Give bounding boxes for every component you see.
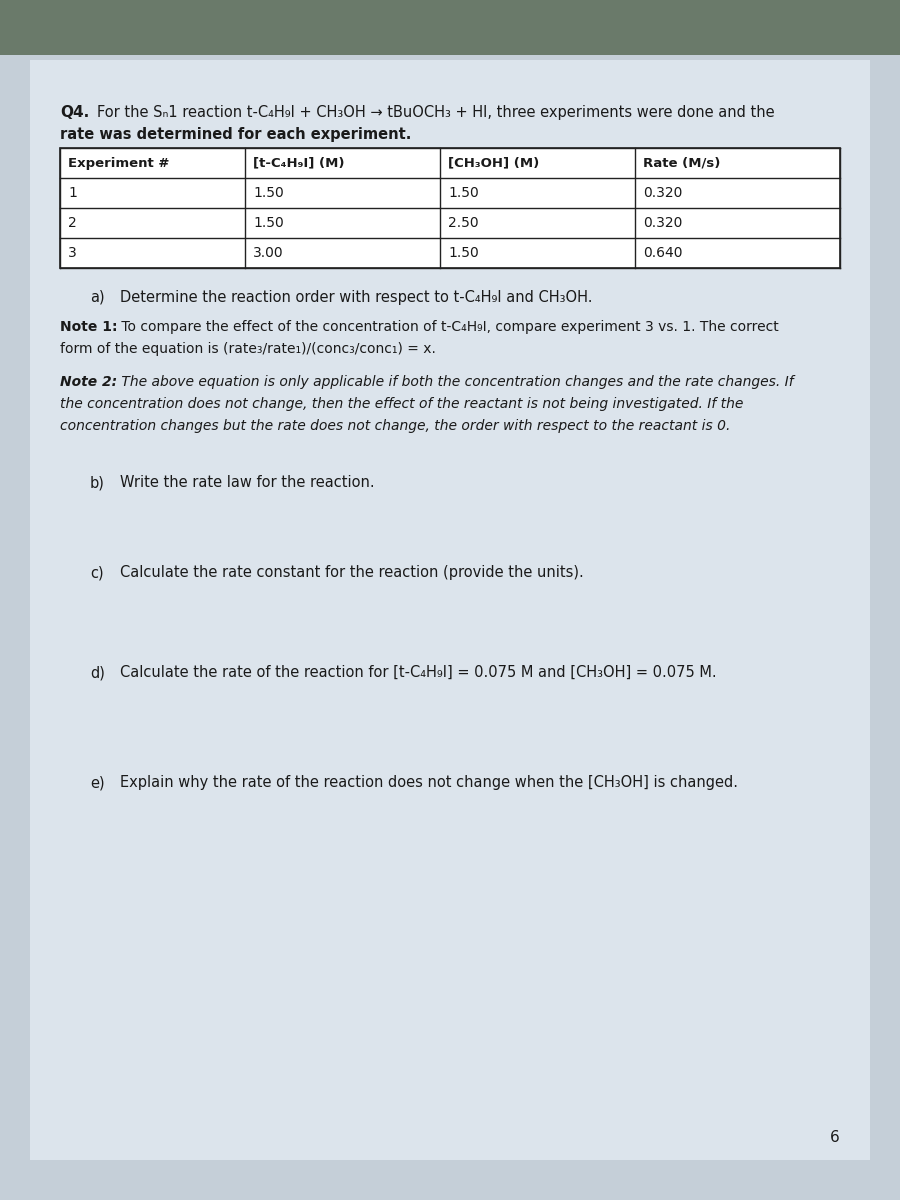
Text: 1.50: 1.50	[448, 186, 479, 200]
Bar	[0, 0, 900, 55]
Text: Note 1:: Note 1:	[60, 320, 118, 334]
Text: Explain why the rate of the reaction does not change when the [CH₃OH] is changed: Explain why the rate of the reaction doe…	[120, 775, 738, 790]
Text: form of the equation is (rate₃/rate₁)/(conc₃/conc₁) = x.: form of the equation is (rate₃/rate₁)/(c…	[60, 342, 436, 356]
Text: For the Sₙ1 reaction t-C₄H₉I + CH₃OH → tBuOCH₃ + HI, three experiments were done: For the Sₙ1 reaction t-C₄H₉I + CH₃OH → t…	[60, 104, 775, 120]
Bar	[60, 148, 840, 268]
Text: 3.00: 3.00	[253, 246, 284, 260]
Text: 0.640: 0.640	[643, 246, 682, 260]
Text: [t-C₄H₉I] (M): [t-C₄H₉I] (M)	[253, 156, 345, 169]
Text: 3: 3	[68, 246, 76, 260]
Text: the concentration does not change, then the effect of the reactant is not being : the concentration does not change, then …	[60, 397, 743, 410]
Text: 1.50: 1.50	[253, 216, 284, 230]
Text: d): d)	[90, 665, 105, 680]
Text: concentration changes but the rate does not change, the order with respect to th: concentration changes but the rate does …	[60, 419, 731, 433]
Text: Determine the reaction order with respect to t-C₄H₉I and CH₃OH.: Determine the reaction order with respec…	[120, 290, 592, 305]
Text: 0.320: 0.320	[643, 186, 682, 200]
Text: 1.50: 1.50	[448, 246, 479, 260]
Text: Experiment #: Experiment #	[68, 156, 169, 169]
Text: Rate (M/s): Rate (M/s)	[643, 156, 720, 169]
Text: b): b)	[90, 475, 105, 490]
Text: 2.50: 2.50	[448, 216, 479, 230]
Text: Calculate the rate of the reaction for [t-C₄H₉I] = 0.075 M and [CH₃OH] = 0.075 M: Calculate the rate of the reaction for […	[120, 665, 716, 680]
Text: 1: 1	[68, 186, 76, 200]
Text: The above equation is only applicable if both the concentration changes and the : The above equation is only applicable if…	[117, 374, 794, 389]
Text: 6: 6	[830, 1130, 840, 1145]
Text: e): e)	[90, 775, 104, 790]
Text: 0.320: 0.320	[643, 216, 682, 230]
Text: rate was determined for each experiment.: rate was determined for each experiment.	[60, 127, 411, 142]
Text: [CH₃OH] (M): [CH₃OH] (M)	[448, 156, 539, 169]
Text: c): c)	[90, 565, 104, 580]
Text: Note 2:: Note 2:	[60, 374, 117, 389]
Text: 2: 2	[68, 216, 76, 230]
Text: Write the rate law for the reaction.: Write the rate law for the reaction.	[120, 475, 374, 490]
Text: Calculate the rate constant for the reaction (provide the units).: Calculate the rate constant for the reac…	[120, 565, 584, 580]
Text: To compare the effect of the concentration of t-C₄H₉I, compare experiment 3 vs. : To compare the effect of the concentrati…	[117, 320, 778, 334]
Text: a): a)	[90, 290, 104, 305]
Text: Q4.: Q4.	[60, 104, 89, 120]
Text: 1.50: 1.50	[253, 186, 284, 200]
